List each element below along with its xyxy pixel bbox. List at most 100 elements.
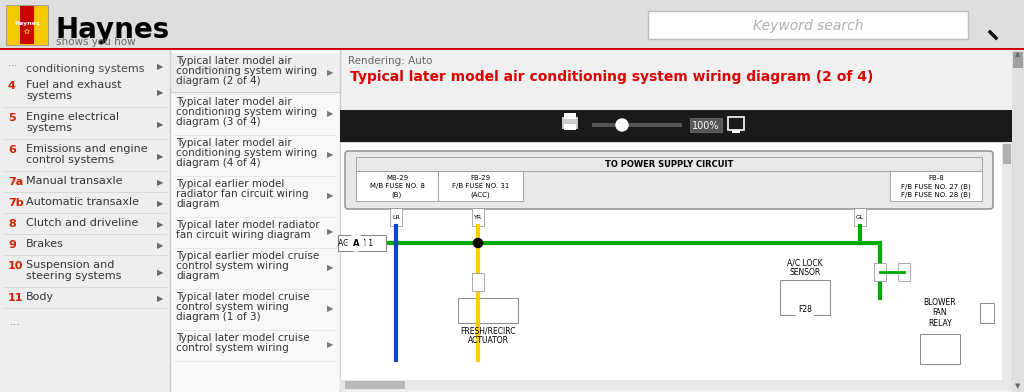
Circle shape (795, 300, 815, 320)
Bar (472, 273, 484, 291)
Bar (0, 48, 1024, 50)
Text: F/B FUSE NO. 31: F/B FUSE NO. 31 (452, 183, 509, 189)
Bar (648, 11, 968, 39)
Bar (20, 6, 34, 44)
Text: ▶: ▶ (157, 120, 163, 129)
Text: Typical later model cruise: Typical later model cruise (176, 292, 309, 302)
Bar (690, 118, 722, 132)
Text: 11: 11 (8, 293, 24, 303)
Text: systems: systems (26, 91, 72, 101)
Text: Automatic transaxle: Automatic transaxle (26, 197, 139, 207)
Text: ▶: ▶ (327, 227, 333, 236)
Bar (356, 171, 438, 201)
Text: FB-29: FB-29 (470, 175, 490, 181)
Text: Engine electrical: Engine electrical (26, 112, 119, 122)
Text: AGRAM 1: AGRAM 1 (339, 238, 374, 247)
Text: conditioning system wiring: conditioning system wiring (176, 66, 317, 76)
Text: Typical later model air conditioning system wiring diagram (2 of 4): Typical later model air conditioning sys… (350, 70, 873, 84)
Text: diagram (1 of 3): diagram (1 of 3) (176, 312, 261, 322)
Text: 8: 8 (8, 219, 15, 229)
Bar (920, 334, 961, 364)
Text: ▶: ▶ (157, 221, 163, 229)
Text: Rendering: Auto: Rendering: Auto (348, 56, 432, 66)
Text: ▶: ▶ (157, 178, 163, 187)
Text: shows you how: shows you how (56, 37, 135, 47)
Text: ▶: ▶ (327, 304, 333, 313)
Bar (340, 50, 1024, 392)
Bar (1002, 144, 1011, 164)
Bar (874, 263, 886, 281)
Text: control system wiring: control system wiring (176, 302, 289, 312)
Bar (170, 50, 340, 392)
Bar (1002, 142, 1012, 380)
Text: YR: YR (474, 214, 482, 220)
Text: ▶: ▶ (157, 200, 163, 209)
Text: TO POWER SUPPLY CIRCUIT: TO POWER SUPPLY CIRCUIT (605, 160, 733, 169)
Text: fan circuit wiring diagram: fan circuit wiring diagram (176, 230, 310, 240)
Text: diagram (2 of 4): diagram (2 of 4) (176, 76, 261, 86)
Text: diagram: diagram (176, 271, 219, 281)
Bar (472, 208, 484, 226)
Text: diagram: diagram (176, 199, 219, 209)
Text: Typical later model radiator: Typical later model radiator (176, 220, 319, 230)
Bar (356, 157, 982, 171)
Text: ▲: ▲ (1016, 51, 1021, 57)
Bar (564, 113, 575, 119)
Text: ▶: ▶ (157, 62, 163, 71)
Text: Emissions and engine: Emissions and engine (26, 144, 147, 154)
Text: F28: F28 (798, 305, 812, 314)
Circle shape (473, 238, 482, 247)
Circle shape (616, 119, 628, 131)
Text: 6: 6 (8, 145, 16, 155)
Text: Body: Body (26, 292, 54, 302)
Text: ▶: ▶ (327, 191, 333, 200)
Bar (345, 381, 406, 389)
Text: ▼: ▼ (1016, 383, 1021, 389)
Bar (562, 117, 578, 129)
Text: (ACC): (ACC) (471, 191, 490, 198)
Bar (898, 263, 910, 281)
Text: Brakes: Brakes (26, 239, 63, 249)
Text: FB-8: FB-8 (928, 175, 944, 181)
Text: ...: ... (8, 58, 17, 68)
Text: ▶: ▶ (327, 68, 333, 77)
Text: 4: 4 (8, 81, 16, 91)
Text: ✿: ✿ (24, 28, 30, 34)
Text: BLOWER
FAN
RELAY: BLOWER FAN RELAY (924, 298, 956, 328)
Text: control systems: control systems (26, 155, 114, 165)
Text: control system wiring: control system wiring (176, 343, 289, 353)
Text: A: A (352, 238, 359, 247)
Text: (B): (B) (392, 191, 402, 198)
Text: 7b: 7b (8, 198, 24, 208)
Text: Typical earlier model cruise: Typical earlier model cruise (176, 251, 319, 261)
Bar (170, 54, 340, 92)
Text: Haynes: Haynes (14, 20, 40, 25)
Text: systems: systems (26, 123, 72, 133)
Bar (564, 124, 575, 130)
Text: A/C LOCK
SENSOR: A/C LOCK SENSOR (787, 258, 823, 278)
Text: Fuel and exhaust: Fuel and exhaust (26, 80, 122, 90)
Text: FRESH/RECIRC
ACTUATOR: FRESH/RECIRC ACTUATOR (460, 326, 516, 345)
Text: Suspension and: Suspension and (26, 260, 115, 270)
Text: Typical earlier model: Typical earlier model (176, 179, 285, 189)
Bar (340, 110, 1012, 142)
Text: ▶: ▶ (327, 340, 333, 349)
Text: conditioning system wiring: conditioning system wiring (176, 107, 317, 117)
Text: radiator fan circuit wiring: radiator fan circuit wiring (176, 189, 308, 199)
Text: conditioning system wiring: conditioning system wiring (176, 148, 317, 158)
Text: LR: LR (392, 214, 400, 220)
Text: Typical later model air: Typical later model air (176, 97, 292, 107)
Text: 100%: 100% (692, 121, 720, 131)
Text: MB-29: MB-29 (386, 175, 408, 181)
Text: ▶: ▶ (327, 109, 333, 118)
Bar (340, 142, 1012, 380)
Text: ...: ... (10, 317, 20, 327)
Text: steering systems: steering systems (26, 271, 122, 281)
Text: ▶: ▶ (157, 88, 163, 97)
Bar (438, 171, 523, 201)
Text: Keyword search: Keyword search (753, 19, 863, 33)
Text: ▶: ▶ (157, 241, 163, 250)
Bar (338, 235, 386, 251)
Bar (728, 117, 744, 130)
Bar (854, 208, 866, 226)
